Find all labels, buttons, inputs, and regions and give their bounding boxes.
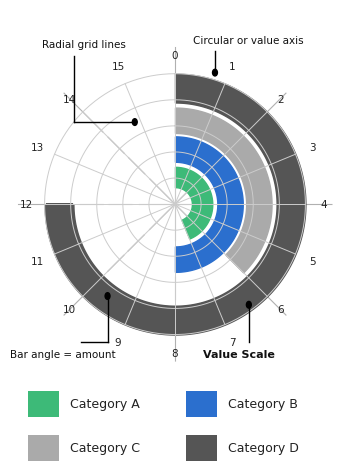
Bar — [186, 435, 217, 461]
Text: Category A: Category A — [70, 397, 140, 410]
Bar — [28, 435, 60, 461]
Text: 11: 11 — [31, 257, 44, 267]
Text: 9: 9 — [115, 337, 121, 347]
Text: 12: 12 — [19, 200, 33, 209]
Text: 10: 10 — [63, 305, 76, 315]
Text: 1: 1 — [229, 62, 235, 72]
Text: 7: 7 — [229, 337, 235, 347]
Text: 15: 15 — [111, 62, 125, 72]
Text: 0: 0 — [172, 51, 178, 61]
Text: Radial grid lines: Radial grid lines — [42, 40, 126, 50]
Text: 6: 6 — [277, 305, 284, 315]
Bar — [28, 391, 60, 417]
Text: 8: 8 — [172, 348, 178, 358]
Text: 4: 4 — [321, 200, 327, 209]
Text: 14: 14 — [63, 95, 76, 105]
Text: Circular or value axis: Circular or value axis — [193, 36, 303, 45]
Text: Category C: Category C — [70, 442, 140, 455]
Text: Bar angle = amount: Bar angle = amount — [10, 350, 116, 359]
Text: 2: 2 — [277, 95, 284, 105]
Text: Category B: Category B — [228, 397, 298, 410]
Text: 13: 13 — [31, 143, 44, 153]
Bar — [186, 391, 217, 417]
Text: Category D: Category D — [228, 442, 298, 455]
Text: 5: 5 — [309, 257, 316, 267]
Text: Value Scale: Value Scale — [203, 350, 275, 359]
Text: 3: 3 — [309, 143, 316, 153]
